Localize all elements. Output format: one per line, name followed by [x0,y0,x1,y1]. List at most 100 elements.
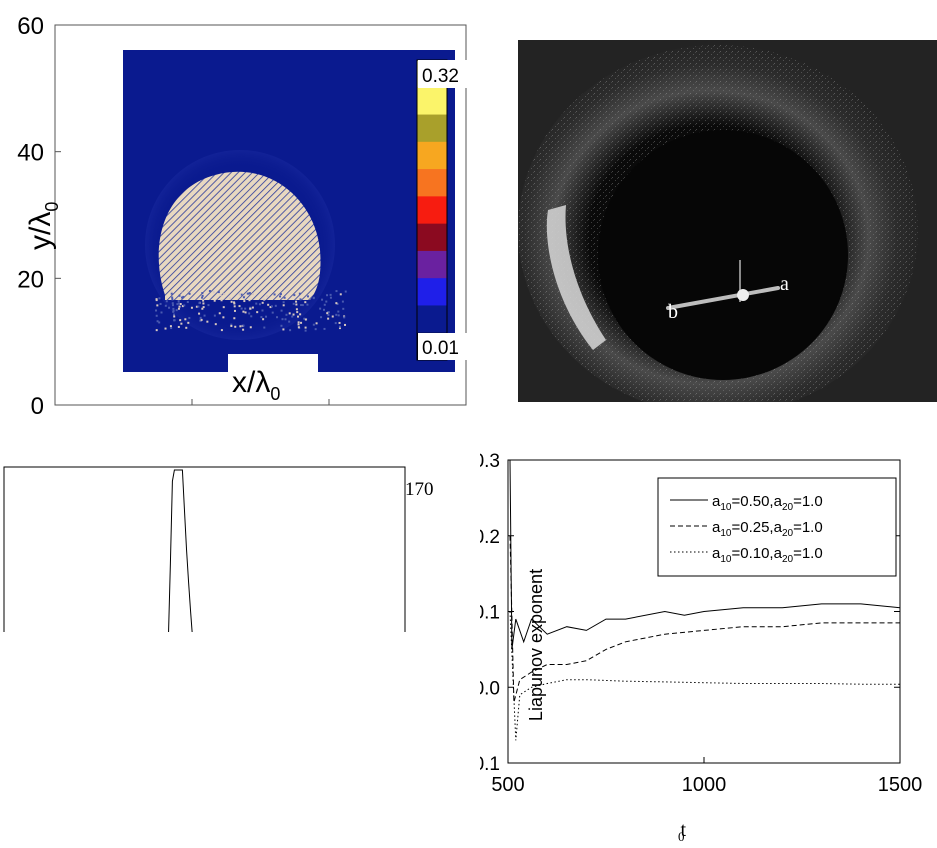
speckle [274,304,277,307]
speckle [242,328,245,331]
speckle [155,309,158,312]
speckle [285,313,288,316]
speckle [233,302,236,305]
speckle [292,302,295,305]
speckle [230,323,233,326]
speckle [276,316,279,319]
plot-a-xlabel: x/λ0 [232,366,280,404]
speckle [344,290,347,293]
speckle [168,306,171,309]
speckle [298,292,301,295]
speckle [338,327,341,330]
speckle [337,310,340,313]
speckle [186,290,189,293]
y-tick-label: 0.0 [480,678,500,699]
speckle [326,294,329,297]
speckle [292,313,295,316]
speckle [336,302,339,305]
speckle [213,314,216,317]
speckle [188,316,191,319]
speckle [173,313,176,316]
speckle [180,290,183,293]
speckle [219,294,222,297]
y-tick-label: 0.1 [480,603,500,624]
y-tick-label: 20 [17,266,44,293]
speckle [240,307,243,310]
speckle [296,311,299,314]
speckle [173,315,176,318]
speckle [327,313,330,316]
speckle [248,292,251,295]
speckle [301,304,304,307]
speckle [269,306,272,309]
speckle [170,327,173,330]
speckle [338,321,341,324]
speckle [314,328,317,331]
speckle [246,292,249,295]
speckle [271,311,274,314]
speckle [297,321,300,324]
x-tick-label: 1500 [878,774,923,796]
speckle [279,293,282,296]
liapunov-xlabel: t0 [678,819,686,843]
speckle [178,294,181,297]
speckle [202,306,205,309]
speckle [319,307,322,310]
density-blob [158,171,321,300]
speckle [282,301,285,304]
colorbar-swatch [417,305,447,334]
speckle [202,302,205,305]
speckle [334,322,337,325]
colorbar-swatch [417,141,447,170]
speckle [281,318,284,321]
speckle [263,326,266,329]
speckle [242,296,245,299]
legend-entry: a10=0.25,a20=1.0 [712,519,823,539]
y-tick-label: 40 [17,140,44,167]
colorbar-swatch [417,223,447,252]
speckle [331,315,334,318]
speckle [175,309,178,312]
speckle [297,323,300,326]
speckle [335,302,338,305]
speckle [239,325,242,328]
speckle [248,299,251,302]
speckle [262,318,265,321]
speckle [182,295,185,298]
speckle [170,290,173,293]
speckle [306,295,309,298]
profile-max-value: 170 [405,479,434,500]
speckle [158,321,161,324]
speckle [288,312,291,315]
speckle [213,299,216,302]
speckle [170,292,173,295]
speckle [335,313,338,316]
speckle [220,329,223,332]
panel-a-density-plot: 0.32 0.01 x/λ0 y/λ0 0 20 40 60 0 20 40 60 [0,0,498,456]
speckle [155,299,158,302]
profile-frame [3,466,406,768]
photo-bright-edge [546,205,606,350]
speckle [270,305,273,308]
speckle [247,292,250,295]
speckle [234,325,237,328]
speckle [261,301,264,304]
speckle [300,321,303,324]
speckle [249,326,252,329]
series-line-dashed [509,535,900,703]
speckle [223,293,226,296]
speckle [251,293,254,296]
plot-a-ylabel: y/λ0 [24,202,62,250]
legend-box [657,477,897,577]
speckle [321,298,324,301]
colorbar-swatch [417,278,447,306]
speckle [337,314,340,317]
x-tick-label: 40 [316,429,343,430]
speckle [327,317,330,320]
speckle [273,293,276,296]
speckle [279,295,282,298]
y-tick-label: 0 [31,393,44,420]
speckle [172,309,175,312]
density-speckles [155,290,347,332]
liapunov-svg: 500 1000 1500 -0.1 0.0 0.1 0.2 0.3 a10=0.50,a20… [467,451,923,844]
